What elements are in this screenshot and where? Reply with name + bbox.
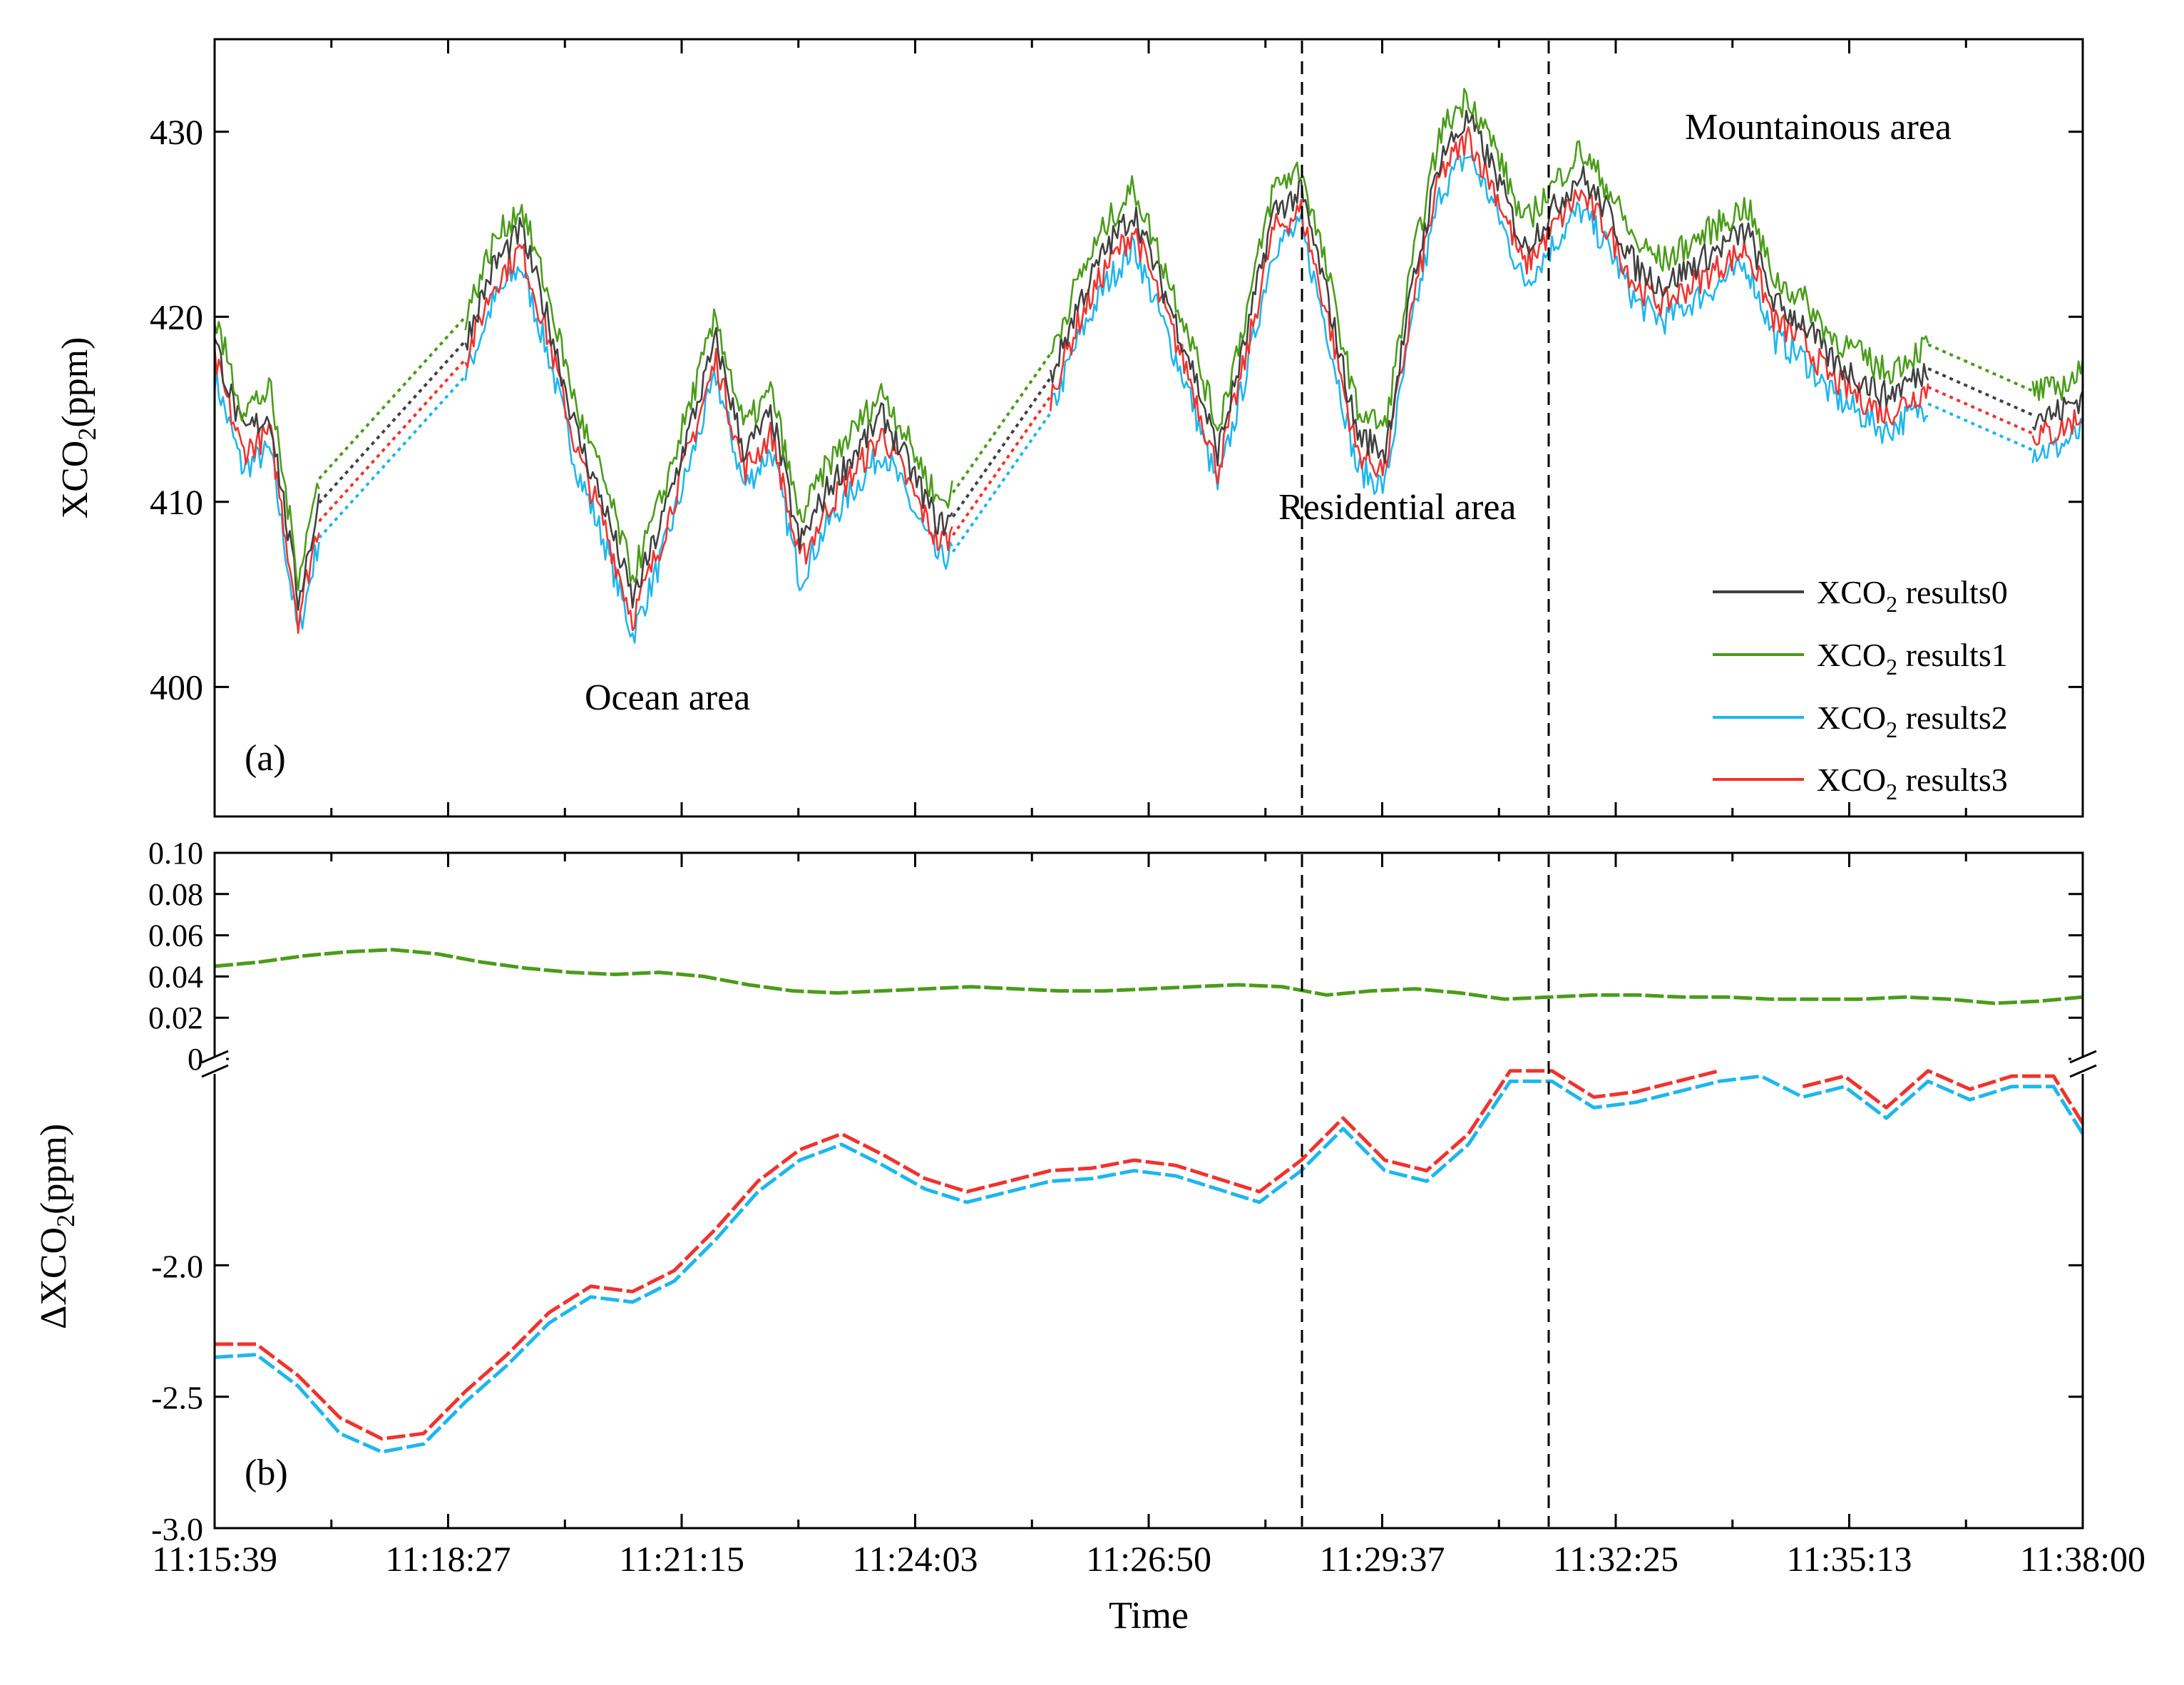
x-axis-label: Time — [1109, 1594, 1189, 1637]
panel-b-label: (b) — [245, 1453, 288, 1493]
series-delta-results3 — [215, 1069, 2085, 1441]
series-xco2-results0 — [213, 109, 2084, 611]
gap-xco2-results0-2 — [1927, 367, 2034, 416]
panel-b-frame — [213, 851, 2084, 1530]
ocean-area-label: Ocean area — [585, 677, 750, 718]
b-upper-ytick-label-0: 0.10 — [148, 836, 203, 871]
panel-b: 0.10 0.08 0.06 0.04 0.02 0 -2.0 -2.5 -3.0 11:15:… — [34, 836, 2145, 1637]
line-delta-results2 — [214, 1074, 2085, 1454]
b-upper-ytick-label-5: 0 — [188, 1042, 203, 1077]
axis-break-left-mark-2 — [201, 1064, 229, 1078]
panel-b-series — [214, 948, 2085, 1454]
b-lower-ytick-label-2: -3.0 — [151, 1511, 203, 1547]
gap-xco2-results2-1 — [951, 412, 1052, 553]
panel-a-frame — [213, 38, 2084, 818]
legend-label-results3: XCO2 results3 — [1817, 762, 2008, 804]
b-upper-ytick-label-2: 0.06 — [148, 918, 203, 953]
xtick-label-4: 11:26:50 — [1086, 1539, 1211, 1579]
series-xco2-results2 — [213, 153, 2084, 644]
panel-a-x-ticks — [213, 39, 2084, 816]
b-upper-ytick-label-4: 0.02 — [148, 1000, 203, 1035]
b-lower-ytick-label-0: -2.0 — [151, 1248, 203, 1284]
a-ytick-label-420: 420 — [150, 297, 203, 337]
line-delta-results1 — [214, 948, 2083, 1005]
line-delta-results3 — [1802, 1069, 2085, 1125]
gap-xco2-results3-1 — [951, 395, 1052, 536]
a-ytick-label-410: 410 — [150, 482, 203, 522]
line-delta-results3 — [215, 1069, 1720, 1441]
gap-xco2-results1-2 — [1927, 343, 2034, 392]
gap-xco2-results0-0 — [318, 339, 467, 504]
panel-a-ylabel: XCO2(ppm) — [55, 337, 101, 519]
panel-b-y-ticks: 0.10 0.08 0.06 0.04 0.02 0 -2.0 -2.5 -3.0 — [148, 836, 2083, 1547]
gap-xco2-results1-0 — [318, 315, 467, 480]
gap-xco2-results0-1 — [951, 377, 1052, 518]
a-ytick-label-430: 430 — [150, 112, 203, 152]
xtick-label-3: 11:24:03 — [853, 1539, 978, 1579]
panel-a-series — [213, 88, 2084, 644]
gap-xco2-results3-2 — [1927, 386, 2034, 435]
legend-label-results2: XCO2 results2 — [1817, 700, 2008, 742]
panel-a-y-ticks: 400 410 420 430 — [150, 112, 2083, 707]
legend-item-results3: XCO2 results3 — [1713, 762, 2008, 804]
axis-break-left-mark-1 — [201, 1050, 229, 1064]
xtick-label-7: 11:35:13 — [1787, 1539, 1912, 1579]
panel-b-x-ticks: 11:15:39 11:18:27 11:21:15 11:24:03 11:26:50… — [152, 853, 2145, 1579]
series-delta-results1 — [214, 948, 2083, 1005]
panel-a: 400 410 420 430 XCO2(ppm) Ocean area Reside… — [55, 38, 2084, 818]
b-lower-ytick-label-1: -2.5 — [151, 1380, 203, 1416]
axis-break-right-mark-1 — [2069, 1050, 2097, 1064]
series-delta-results2 — [214, 1074, 2085, 1454]
xtick-label-1: 11:18:27 — [386, 1539, 511, 1579]
xtick-label-6: 11:32:25 — [1553, 1539, 1678, 1579]
mountainous-area-label: Mountainous area — [1685, 107, 1952, 148]
series-xco2-results1 — [213, 88, 2084, 591]
b-upper-ytick-label-1: 0.08 — [148, 877, 203, 912]
xtick-label-0: 11:15:39 — [152, 1539, 277, 1579]
xtick-label-5: 11:29:37 — [1320, 1539, 1445, 1579]
gap-xco2-results1-1 — [951, 353, 1052, 493]
b-upper-ytick-label-3: 0.04 — [148, 959, 203, 994]
series-xco2-results3 — [213, 126, 2083, 634]
gap-xco2-results2-0 — [318, 374, 467, 539]
residential-area-label: Residential area — [1278, 487, 1517, 528]
legend: XCO2 results0 XCO2 results1 XCO2 results… — [1713, 574, 2008, 804]
panel-a-label: (a) — [245, 738, 286, 779]
legend-label-results1: XCO2 results1 — [1817, 637, 2008, 680]
legend-item-results2: XCO2 results2 — [1713, 700, 2008, 742]
a-ytick-label-400: 400 — [150, 667, 203, 707]
axis-break-right-mark-2 — [2069, 1064, 2097, 1078]
gap-xco2-results3-0 — [318, 358, 467, 523]
xtick-label-8: 11:38:00 — [2020, 1539, 2145, 1579]
line-xco2-results3 — [213, 126, 2083, 634]
legend-item-results0: XCO2 results0 — [1713, 574, 2008, 617]
line-xco2-results1 — [213, 88, 2084, 591]
panel-b-ylabel: ΔXCO2(ppm) — [34, 1124, 80, 1329]
line-xco2-results2 — [213, 153, 2084, 644]
line-xco2-results0 — [213, 109, 2084, 611]
xtick-label-2: 11:21:15 — [619, 1539, 744, 1579]
legend-item-results1: XCO2 results1 — [1713, 637, 2008, 680]
gap-xco2-results2-2 — [1927, 402, 2034, 451]
legend-label-results0: XCO2 results0 — [1817, 574, 2008, 617]
